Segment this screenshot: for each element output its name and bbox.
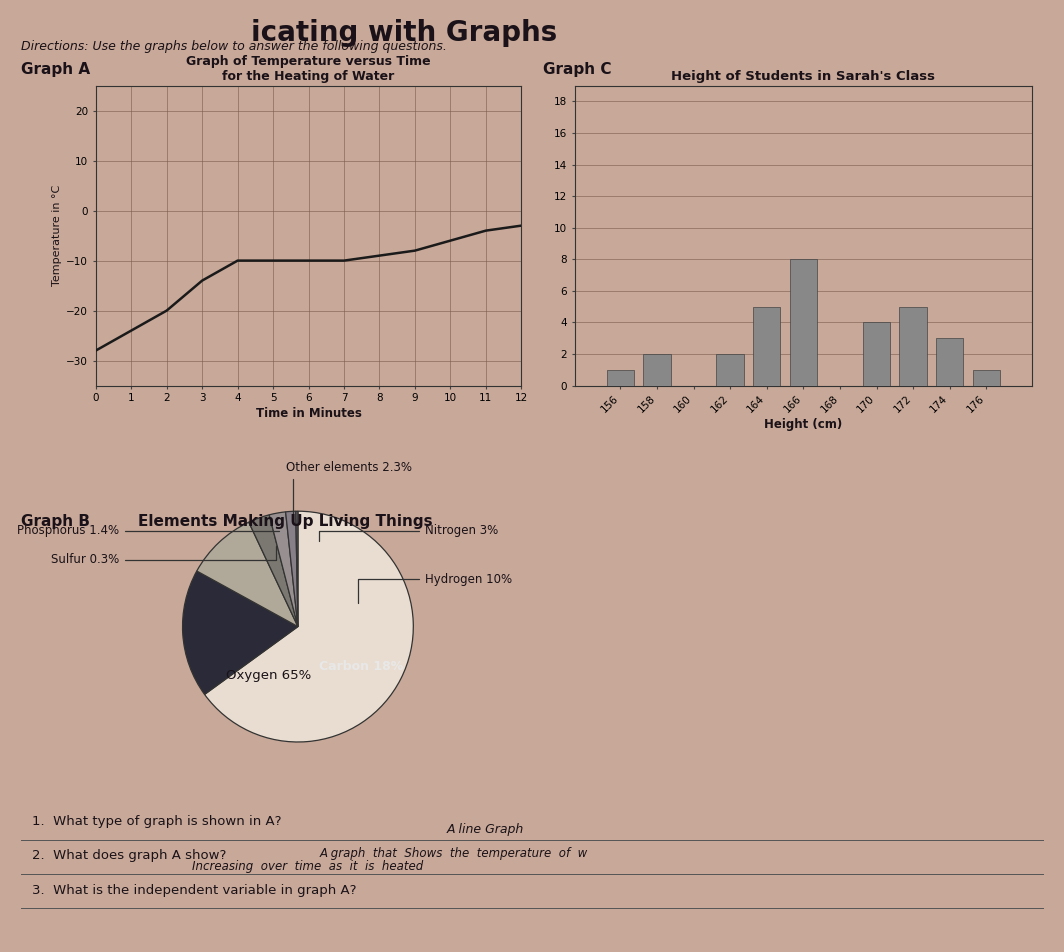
Wedge shape [269, 512, 298, 626]
Wedge shape [204, 511, 413, 742]
Wedge shape [296, 511, 298, 626]
Bar [936, 338, 963, 386]
Title: Graph of Temperature versus Time
for the Heating of Water: Graph of Temperature versus Time for the… [186, 55, 431, 83]
Text: A line Graph: A line Graph [447, 823, 525, 836]
Text: Increasing  over  time  as  it  is  heated: Increasing over time as it is heated [192, 860, 422, 873]
Text: Elements Making Up Living Things: Elements Making Up Living Things [138, 514, 433, 529]
Bar [753, 307, 780, 386]
Bar [899, 307, 927, 386]
Text: Sulfur 0.3%: Sulfur 0.3% [51, 546, 276, 566]
Text: Graph B: Graph B [21, 514, 90, 529]
Y-axis label: Temperature in °C: Temperature in °C [52, 185, 62, 287]
Text: Other elements 2.3%: Other elements 2.3% [286, 461, 413, 523]
Text: icating with Graphs: icating with Graphs [251, 19, 558, 47]
Wedge shape [285, 511, 298, 626]
Bar [789, 259, 817, 386]
Wedge shape [183, 571, 298, 694]
Text: Hydrogen 10%: Hydrogen 10% [358, 573, 512, 603]
X-axis label: Time in Minutes: Time in Minutes [255, 407, 362, 421]
Bar [716, 354, 744, 386]
Bar [972, 369, 1000, 386]
Text: Oxygen 65%: Oxygen 65% [227, 668, 312, 682]
Title: Height of Students in Sarah's Class: Height of Students in Sarah's Class [671, 70, 935, 83]
Text: 1.  What type of graph is shown in A?: 1. What type of graph is shown in A? [32, 815, 281, 828]
Bar [643, 354, 670, 386]
Text: Graph A: Graph A [21, 62, 90, 77]
Text: Carbon 18%: Carbon 18% [319, 661, 403, 673]
Text: 2.  What does graph A show?: 2. What does graph A show? [32, 848, 227, 862]
Text: Phosphorus 1.4%: Phosphorus 1.4% [17, 525, 279, 537]
Text: 3.  What is the independent variable in graph A?: 3. What is the independent variable in g… [32, 883, 356, 897]
Text: A graph  that  Shows  the  temperature  of  w: A graph that Shows the temperature of w [319, 846, 587, 860]
Text: Directions: Use the graphs below to answer the following questions.: Directions: Use the graphs below to answ… [21, 40, 447, 53]
Text: Graph C: Graph C [543, 62, 611, 77]
X-axis label: Height (cm): Height (cm) [764, 419, 843, 431]
Bar [863, 323, 891, 386]
Wedge shape [197, 523, 298, 626]
Text: Nitrogen 3%: Nitrogen 3% [319, 525, 498, 541]
Wedge shape [249, 515, 298, 626]
Bar [606, 369, 634, 386]
